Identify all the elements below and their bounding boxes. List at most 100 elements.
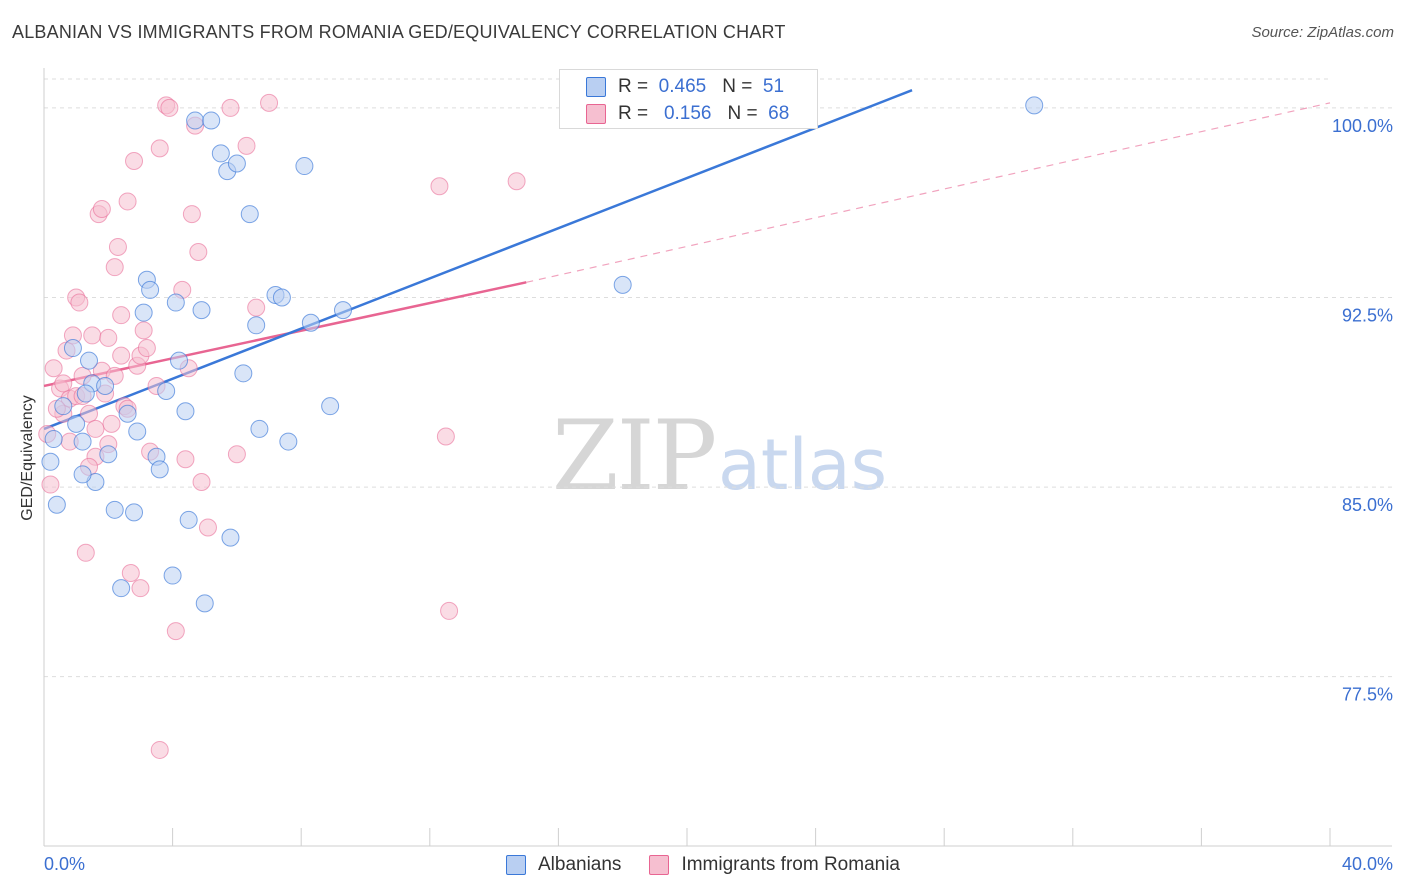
data-point-albanian <box>613 275 632 294</box>
legend-swatch-albanians <box>505 855 526 875</box>
data-point-albanian <box>41 452 60 471</box>
data-point-albanian <box>195 594 214 613</box>
data-point-albanian <box>125 503 144 522</box>
y-tick-label: 92.5% <box>1342 305 1393 325</box>
data-point-albanian <box>80 351 99 370</box>
data-point-romania <box>237 136 256 155</box>
legend-row-romania: R = 0.156 N = 68 <box>586 101 789 127</box>
data-point-albanian <box>128 422 147 441</box>
data-point-albanian <box>99 445 118 464</box>
data-point-romania <box>192 473 211 492</box>
data-point-albanian <box>240 205 259 224</box>
data-point-romania <box>54 374 73 393</box>
data-point-albanian <box>118 404 137 423</box>
data-point-romania <box>76 543 95 562</box>
stats-legend: R = 0.465 N = 51 R = 0.156 N = 68 <box>559 69 818 129</box>
data-point-romania <box>247 298 266 317</box>
data-point-romania <box>92 200 111 219</box>
data-point-romania <box>176 450 195 469</box>
data-point-albanian <box>141 280 160 299</box>
data-point-romania <box>105 258 124 277</box>
data-point-romania <box>125 151 144 170</box>
data-point-romania <box>102 414 121 433</box>
legend-n-label: N = <box>727 103 758 124</box>
legend-n-label: N = <box>722 76 753 97</box>
data-point-albanian <box>234 364 253 383</box>
data-point-albanian <box>47 495 66 514</box>
data-point-albanian <box>73 465 92 484</box>
legend-item-albanians[interactable]: Albanians <box>505 854 622 876</box>
data-point-albanian <box>186 111 205 130</box>
series-legend: Albanians Immigrants from Romania <box>0 852 1406 878</box>
legend-label-romania: Immigrants from Romania <box>681 854 900 875</box>
legend-item-romania[interactable]: Immigrants from Romania <box>649 854 900 876</box>
data-point-romania <box>227 445 246 464</box>
data-point-albanian <box>250 419 269 438</box>
data-point-romania <box>198 518 217 537</box>
chart-title: ALBANIAN VS IMMIGRANTS FROM ROMANIA GED/… <box>12 22 786 42</box>
legend-swatch-albanians <box>586 77 606 97</box>
data-point-albanian <box>73 432 92 451</box>
legend-swatch-romania <box>586 104 606 124</box>
data-point-albanian <box>247 316 266 335</box>
data-point-romania <box>108 237 127 256</box>
data-point-romania <box>166 622 185 641</box>
data-point-romania <box>112 306 131 325</box>
data-point-romania <box>260 93 279 112</box>
data-point-albanian <box>221 528 240 547</box>
data-point-albanian <box>96 376 115 395</box>
data-point-albanian <box>176 402 195 421</box>
data-point-albanian <box>279 432 298 451</box>
data-point-albanian <box>67 414 86 433</box>
legend-swatch-romania <box>649 855 670 875</box>
data-point-romania <box>41 475 60 494</box>
data-point-albanian <box>134 303 153 322</box>
watermark-zip: ZIP <box>552 400 717 512</box>
axes <box>43 68 1392 847</box>
data-point-romania <box>131 579 150 598</box>
data-point-albanian <box>112 579 131 598</box>
data-point-romania <box>440 601 459 620</box>
legend-r-label: R = <box>618 103 649 124</box>
data-point-albanian <box>202 111 221 130</box>
data-point-romania <box>112 346 131 365</box>
data-point-romania <box>83 326 102 345</box>
y-axis-label: GED/Equivalency <box>19 395 36 520</box>
data-point-romania <box>430 177 449 196</box>
watermark-atlas: atlas <box>718 424 888 506</box>
data-point-albanian <box>105 500 124 519</box>
data-point-albanian <box>192 301 211 320</box>
data-point-albanian <box>170 351 189 370</box>
data-point-romania <box>99 328 118 347</box>
legend-r-value: 0.465 <box>658 76 707 97</box>
points-albanians <box>41 96 1044 613</box>
data-point-romania <box>221 98 240 117</box>
data-point-albanian <box>333 301 352 320</box>
data-point-romania <box>436 427 455 446</box>
legend-r-label: R = <box>618 76 649 97</box>
data-point-albanian <box>157 382 176 401</box>
data-point-albanian <box>179 510 198 529</box>
axis-labels: 77.5% 85.0% 92.5% 100.0% 0.0% 40.0% GED/Equiva… <box>19 116 1393 874</box>
data-point-romania <box>150 740 169 759</box>
data-point-albanian <box>295 157 314 176</box>
legend-row-albanians: R = 0.465 N = 51 <box>586 74 784 100</box>
source-label: Source: ZipAtlas.com <box>1251 24 1394 41</box>
data-point-albanian <box>63 339 82 358</box>
legend-label-albanians: Albanians <box>537 854 622 875</box>
data-point-albanian <box>166 293 185 312</box>
data-point-albanian <box>227 154 246 173</box>
y-tick-label: 100.0% <box>1332 116 1393 136</box>
points-immigrants-from-romania <box>38 93 526 759</box>
data-point-romania <box>134 321 153 340</box>
data-point-albanian <box>321 397 340 416</box>
data-point-romania <box>121 564 140 583</box>
data-point-romania <box>189 242 208 261</box>
data-point-romania <box>86 419 105 438</box>
y-tick-label: 85.0% <box>1342 495 1393 515</box>
data-point-romania <box>118 192 137 211</box>
data-point-albanian <box>211 144 230 163</box>
data-point-albanian <box>150 460 169 479</box>
x-tick-label: 40.0% <box>1342 854 1393 874</box>
